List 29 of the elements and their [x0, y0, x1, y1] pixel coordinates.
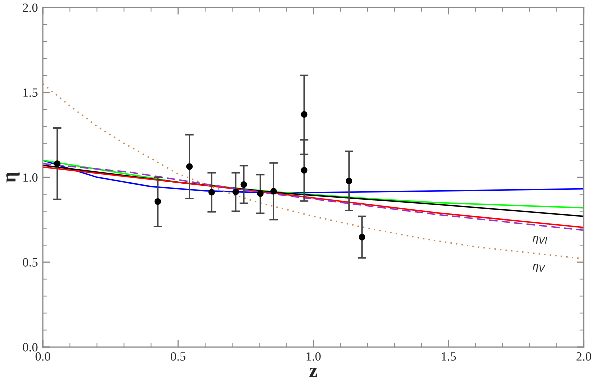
x-tick-label: 2.0 [576, 352, 592, 361]
point [154, 198, 162, 206]
point [240, 181, 248, 188]
point [346, 178, 353, 185]
y-tick-label: 1.0 [24, 174, 38, 182]
point [232, 188, 240, 196]
point [208, 189, 216, 196]
x-tick-label: 1.0 [306, 352, 321, 361]
point [54, 160, 61, 168]
point [358, 234, 366, 241]
point [301, 111, 308, 118]
x-axis-title: z [310, 368, 318, 377]
point [257, 190, 264, 198]
annotation: η$_{V}$ [533, 264, 546, 273]
y-axis-title: η [6, 172, 20, 183]
point [301, 167, 308, 174]
line-series [43, 160, 584, 209]
line-series [43, 164, 584, 218]
line-series [43, 83, 584, 260]
annotation: η$_{VI}$ [533, 236, 548, 245]
x-tick-label: 1.5 [442, 352, 456, 361]
x-tick-label: 0.5 [171, 352, 186, 361]
y-tick-label: 2.0 [23, 4, 38, 12]
point [270, 188, 278, 195]
y-tick-label: 0.0 [23, 343, 38, 352]
y-tick-label: 0.5 [23, 258, 38, 267]
y-tick-label: 1.5 [24, 88, 38, 98]
point [186, 163, 194, 170]
x-tick-label: 0.0 [36, 352, 50, 361]
